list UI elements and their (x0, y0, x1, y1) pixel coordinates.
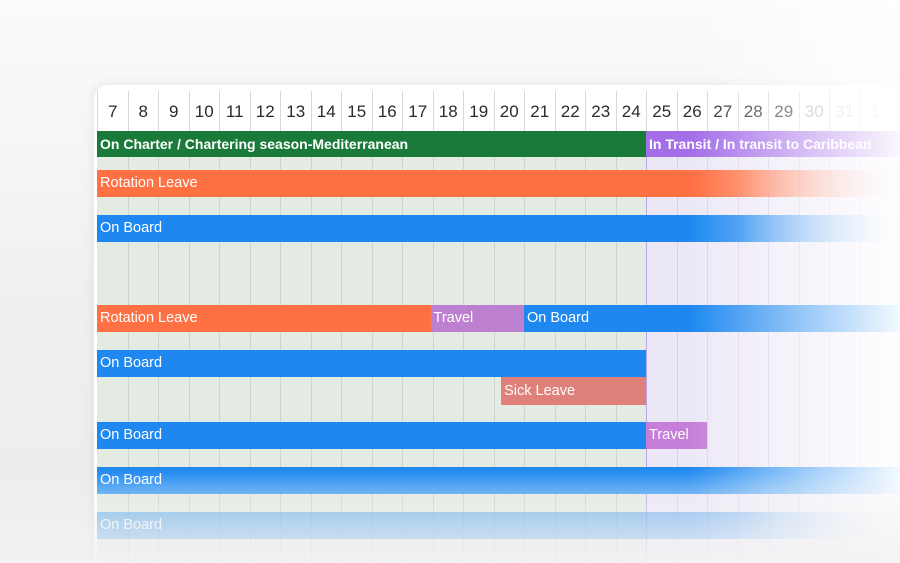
day-cell[interactable]: 26 (676, 91, 708, 131)
column-line (524, 131, 525, 563)
column-line (585, 131, 586, 563)
column-line (554, 131, 556, 563)
column-line (158, 131, 159, 563)
column-line (341, 131, 342, 563)
schedule-bar[interactable]: On Board (97, 215, 900, 242)
day-cell[interactable]: 20 (493, 91, 525, 131)
day-cell[interactable]: 24 (615, 91, 647, 131)
day-cell[interactable]: 22 (554, 91, 586, 131)
schedule-bar[interactable]: On Board (97, 467, 900, 494)
schedule-bar[interactable]: On Board (524, 305, 900, 332)
schedule-bar[interactable]: Travel (646, 422, 707, 449)
schedule-grid: On Charter / Chartering season-Mediterra… (97, 131, 900, 563)
day-cell[interactable]: 30 (798, 91, 830, 131)
schedule-bar[interactable]: Rotation Leave (97, 305, 431, 332)
schedule-bar[interactable]: On Board (97, 512, 900, 539)
column-line (432, 131, 434, 563)
day-cell[interactable]: 31 (829, 91, 860, 131)
day-cell[interactable]: 11 (219, 91, 250, 131)
column-line (676, 131, 678, 563)
day-header: 7 8 9 10 11 12 13 14 15 16 17 18 19 20 21 22 23 24 25 26 27 2… (97, 91, 900, 131)
schedule-bar[interactable]: Sick Leave (501, 377, 646, 405)
period-transition-line (646, 131, 647, 563)
schedule-bar[interactable]: Rotation Leave (97, 170, 900, 197)
day-cell[interactable]: 7 (97, 91, 128, 131)
schedule-bar[interactable]: Travel (430, 305, 524, 332)
day-cell[interactable]: 10 (188, 91, 220, 131)
period-bar-charter[interactable]: On Charter / Chartering season-Mediterra… (97, 131, 646, 157)
column-line (188, 131, 190, 563)
schedule-bar[interactable]: On Board (97, 422, 646, 449)
schedule-panel: 7 8 9 10 11 12 13 14 15 16 17 18 19 20 21 22 23 24 25 26 27 2… (94, 85, 900, 563)
column-line (219, 131, 220, 563)
day-cell[interactable]: 19 (463, 91, 494, 131)
day-cell[interactable]: 25 (646, 91, 677, 131)
column-line (371, 131, 373, 563)
day-cell[interactable]: 17 (402, 91, 433, 131)
column-line (127, 131, 129, 563)
schedule-bar[interactable]: On Board (97, 350, 646, 377)
column-line (615, 131, 617, 563)
day-cell[interactable]: 21 (524, 91, 555, 131)
day-cell[interactable]: 16 (371, 91, 403, 131)
day-cell[interactable]: 9 (158, 91, 189, 131)
column-line (463, 131, 464, 563)
day-cell[interactable]: 27 (707, 91, 738, 131)
column-line (402, 131, 403, 563)
day-cell[interactable]: 15 (341, 91, 372, 131)
day-cell[interactable]: 23 (585, 91, 616, 131)
column-line (310, 131, 312, 563)
day-cell[interactable]: 14 (310, 91, 342, 131)
day-cell[interactable]: 29 (768, 91, 799, 131)
period-bar-transit[interactable]: In Transit / In transit to Caribbean (646, 131, 900, 157)
column-line (280, 131, 281, 563)
day-cell[interactable]: 1 (859, 91, 891, 131)
column-line (493, 131, 495, 563)
day-cell[interactable]: 12 (249, 91, 281, 131)
day-cell[interactable]: 18 (432, 91, 464, 131)
day-cell[interactable]: 28 (737, 91, 769, 131)
day-cell[interactable]: 13 (280, 91, 311, 131)
day-cell[interactable]: 8 (127, 91, 159, 131)
column-line (249, 131, 251, 563)
